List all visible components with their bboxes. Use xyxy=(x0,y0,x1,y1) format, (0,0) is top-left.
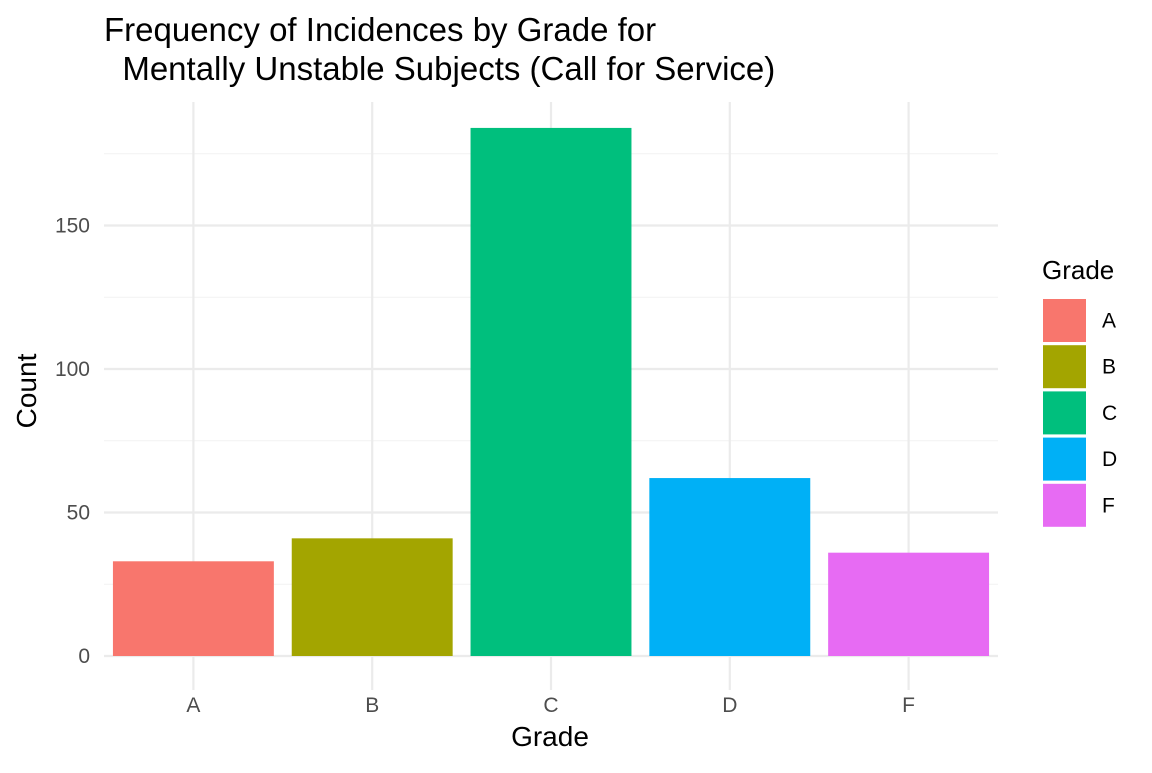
legend-key-C xyxy=(1043,391,1086,435)
x-tick-label: D xyxy=(722,694,737,717)
legend-label: D xyxy=(1102,448,1117,471)
x-axis-title: Grade xyxy=(511,721,589,752)
y-tick-label: 100 xyxy=(55,358,90,381)
bars xyxy=(112,127,990,657)
y-axis-ticks: 0 50 100 150 xyxy=(55,215,90,669)
y-axis-title: Count xyxy=(11,353,42,428)
legend-label: F xyxy=(1102,494,1115,517)
legend-key-D xyxy=(1043,437,1086,481)
bar-F xyxy=(828,552,990,656)
chart-title-line-1: Frequency of Incidences by Grade for xyxy=(104,11,656,48)
y-tick-label: 50 xyxy=(67,502,90,525)
x-tick-label: A xyxy=(186,694,200,717)
y-tick-label: 150 xyxy=(55,215,90,238)
bar-D xyxy=(649,478,811,656)
legend-title: Grade xyxy=(1042,255,1114,285)
y-tick-label: 0 xyxy=(78,645,90,668)
legend-key-A xyxy=(1043,299,1086,342)
legend-label: A xyxy=(1102,310,1116,333)
chart-title-line-2: Mentally Unstable Subjects (Call for Ser… xyxy=(104,50,775,87)
legend-key-F xyxy=(1043,483,1086,527)
x-tick-label: F xyxy=(902,694,915,717)
bar-A xyxy=(112,561,274,656)
legend-label: C xyxy=(1102,402,1117,425)
bar-C xyxy=(470,127,632,657)
legend-key-B xyxy=(1043,345,1086,389)
legend-label: B xyxy=(1102,356,1116,379)
bar-B xyxy=(291,538,453,656)
x-tick-label: C xyxy=(543,694,558,717)
x-tick-label: B xyxy=(365,694,379,717)
